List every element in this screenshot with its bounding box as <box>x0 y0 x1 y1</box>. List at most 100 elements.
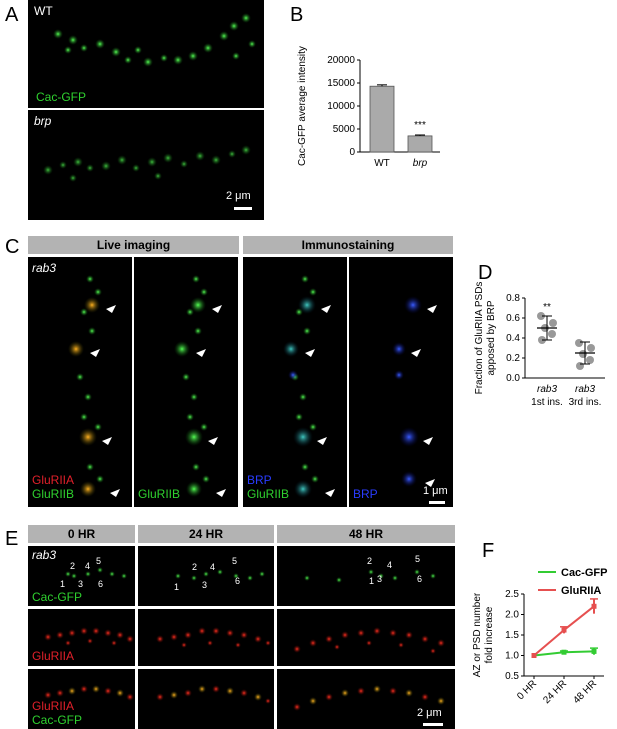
panel-e-48-num-1: 1 <box>369 576 375 586</box>
panel-c-col2-label: GluRIIB <box>138 487 181 501</box>
panel-e-24-num-4: 4 <box>210 562 216 572</box>
b-category-label: WT <box>374 158 390 169</box>
panel-a-letter: A <box>5 4 19 26</box>
panel-e-row3-48hr-puncta <box>293 685 445 711</box>
panel-a-wt-label: WT <box>34 4 53 18</box>
panel-e-row3-channel2: Cac-GFP <box>32 713 83 727</box>
panel-e-24-num-2: 2 <box>192 562 198 572</box>
panel-c-col1-label-glur2a: GluRIIA <box>32 473 75 487</box>
panel-e-24-num-3: 3 <box>202 580 208 590</box>
d-point <box>549 319 557 327</box>
f-point <box>561 627 567 633</box>
panel-e-scale-bar <box>423 723 443 726</box>
panel-c-col4-puncta <box>392 296 437 487</box>
panel-a-scale-label: 2 μm <box>226 190 251 202</box>
f-xtick-label: 24 HR <box>541 678 569 706</box>
d-category-line1: rab3 <box>537 384 557 395</box>
panel-e-48-num-5: 5 <box>415 554 421 564</box>
panel-c-scale-bar <box>429 501 445 504</box>
panel-a-channel-label: Cac-GFP <box>36 90 87 104</box>
f-point <box>591 603 597 609</box>
panel-a-bottom-puncta <box>43 145 251 182</box>
b-category-label: brp <box>413 158 428 169</box>
panel-e-row1-48hr: 1 2 3 4 5 6 <box>277 546 455 606</box>
panel-e-48-num-6: 6 <box>417 574 423 584</box>
panel-e-header-24hr: 24 HR <box>138 525 274 543</box>
panel-a-scale-bar <box>234 207 252 210</box>
panel-c-col3-label-glurIIB: GluRIIB <box>247 487 290 501</box>
f-ytick-label: 1.5 <box>505 630 519 641</box>
panel-e-scale-label: 2 μm <box>417 707 442 719</box>
panel-e-row1-24hr: 1 2 3 4 5 6 <box>138 546 274 606</box>
panel-e-row3-48hr: 2 μm <box>277 669 455 729</box>
panel-e-num-2: 2 <box>70 561 76 571</box>
d-y-label-2: apposed by BRP <box>486 300 497 375</box>
d-point <box>576 362 584 370</box>
panel-e-num-4: 4 <box>85 561 91 571</box>
panel-c-brp-glurIIB: BRP GluRIIB <box>243 257 347 507</box>
f-ytick-label: 2.0 <box>505 610 519 621</box>
panel-e-row3-channel1: GluRIIA <box>32 699 75 713</box>
panel-a-top-image: WT Cac-GFP <box>28 0 264 108</box>
panel-e-row1-0hr-puncta <box>65 567 127 579</box>
panel-e-row2-0hr: GluRIIA <box>28 609 135 666</box>
panel-e-row3-0hr-puncta <box>44 685 134 701</box>
panel-b-chart: 0 5000 10000 15000 20000 WT brp *** Cac-GFP aver… <box>297 46 440 169</box>
d-category-line1: rab3 <box>575 384 595 395</box>
panel-e-genotype: rab3 <box>32 548 57 562</box>
panel-c-genotype: rab3 <box>32 261 57 275</box>
panel-d-chart: 0.0 0.2 0.4 0.6 0.8 rab3 1st ins. rab3 3rd ins. *… <box>474 282 605 408</box>
b-ytick-label: 5000 <box>333 124 356 135</box>
panel-e-row1-0hr: rab3 1 2 3 4 5 6 Cac-GFP <box>28 546 135 606</box>
panel-f-chart: 0.51.01.52.02.50 HR 24 HR 48 HRCac-GFPGluR… <box>472 567 607 706</box>
b-ytick-label: 10000 <box>327 101 355 112</box>
panel-c-brp: BRP 1 μm <box>349 257 453 507</box>
panel-e-24-num-6: 6 <box>235 576 241 586</box>
panel-e-row2-24hr <box>138 609 274 666</box>
f-legend-label: GluRIIA <box>561 585 601 597</box>
panel-c-header-immuno: Immunostaining <box>243 236 453 254</box>
panel-e-num-5: 5 <box>96 556 102 566</box>
panel-c-col4-label: BRP <box>353 487 378 501</box>
panel-e-row2-24hr-puncta <box>156 627 271 648</box>
panel-c-scale-label: 1 μm <box>423 485 448 497</box>
b-significance: *** <box>414 120 426 131</box>
panel-e-row1-channel: Cac-GFP <box>32 590 83 604</box>
panel-c-col1-label-glur2b: GluRIIB <box>32 487 75 501</box>
f-point <box>531 653 537 658</box>
panel-e-24-num-1: 1 <box>174 582 180 592</box>
panel-b-letter: B <box>290 4 304 26</box>
d-significance: ** <box>543 302 551 313</box>
f-xtick-label: 48 HR <box>571 678 599 706</box>
panel-e-row1-24hr-puncta <box>175 569 265 581</box>
f-y-label-2: fold increase <box>484 606 495 663</box>
panel-c-col1-puncta <box>68 275 120 497</box>
panel-e-48-num-3: 3 <box>377 574 383 584</box>
panel-e-header-48hr: 48 HR <box>277 525 455 543</box>
panel-e-48-num-2: 2 <box>367 556 373 566</box>
panel-e-row2-48hr-puncta <box>293 627 445 654</box>
panel-e-letter: E <box>5 528 19 550</box>
d-category-line2: 3rd ins. <box>569 397 602 408</box>
panel-c-glurIIB: GluRIIB <box>134 257 238 507</box>
f-legend-label: Cac-GFP <box>561 567 607 579</box>
f-ytick-label: 2.5 <box>505 589 519 600</box>
panel-e-row3-24hr <box>138 669 274 729</box>
b-ytick-label: 20000 <box>327 55 355 66</box>
f-point <box>591 648 597 654</box>
panel-e-48-num-4: 4 <box>387 560 393 570</box>
panel-e-num-6: 6 <box>98 579 104 589</box>
panel-e-row1-48hr-puncta <box>304 569 436 583</box>
panel-c-col3-label-brp: BRP <box>247 473 272 487</box>
panel-e-header-0hr: 0 HR <box>28 525 135 543</box>
f-ytick-label: 0.5 <box>505 671 519 682</box>
d-point <box>579 350 587 358</box>
panel-e-num-3: 3 <box>78 579 84 589</box>
d-ytick-label: 0.6 <box>506 313 520 324</box>
panel-c-header-live: Live imaging <box>28 236 239 254</box>
d-y-label-1: Fraction of GluRIIA PSDs <box>474 282 485 394</box>
f-point <box>561 649 567 655</box>
b-ytick-label: 0 <box>349 147 355 158</box>
d-ytick-label: 0.2 <box>506 353 520 364</box>
panel-a-bottom-image: brp 2 μm <box>28 110 264 220</box>
